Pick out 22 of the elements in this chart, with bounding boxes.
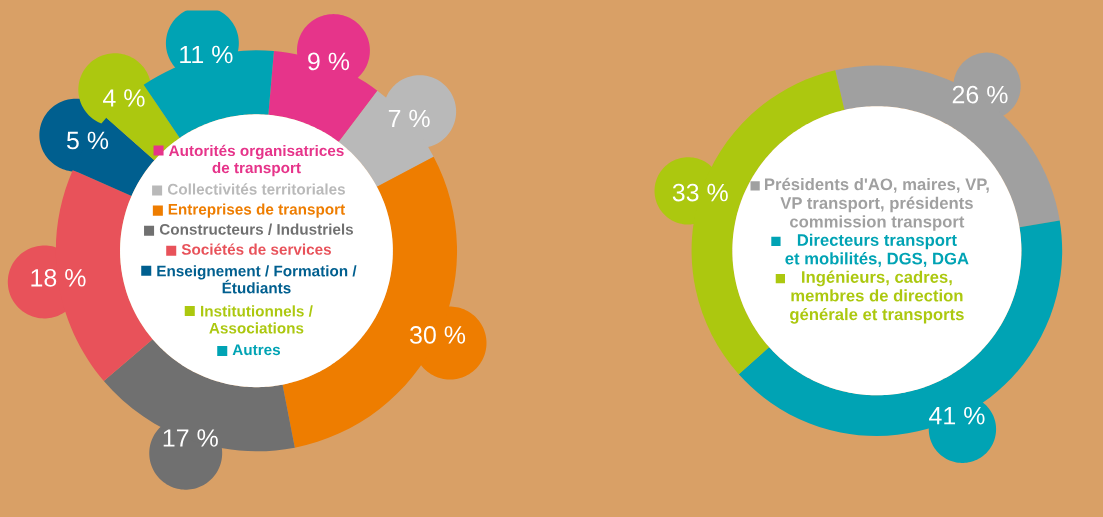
data-label: 5 %	[66, 131, 109, 150]
legend-label: Directeurs transport et mobilités, DGS, DGA	[785, 233, 969, 267]
legend-label: Autres	[232, 344, 281, 356]
legend-label: Constructeurs / Industriels	[159, 223, 354, 235]
legend-label: Entreprises de transport	[168, 203, 345, 218]
legend-label: Présidents d'AO, maires, VP, VP transport, présidents commission transport	[765, 177, 989, 231]
data-label: 17 %	[163, 429, 218, 447]
data-label: 41 %	[929, 406, 985, 425]
legend-label: Sociétés de services	[181, 243, 331, 255]
data-label: 11 %	[180, 45, 233, 64]
data-label: 7 %	[388, 109, 430, 128]
data-label: 9 %	[308, 52, 350, 71]
data-label: 26 %	[952, 85, 1008, 104]
legend-label: Institutionnels / Associations	[201, 305, 313, 334]
data-label: 30 %	[409, 326, 466, 344]
data-label: 4 %	[102, 89, 145, 107]
legend-label: Collectivités territoriales	[167, 183, 345, 195]
data-label: 33 %	[672, 183, 728, 202]
legend-label: Enseignement / Formation / Étudiants	[157, 265, 357, 294]
legend-label: Ingénieurs, cadres, membres de direction générale et transports	[790, 270, 964, 324]
data-label: 18 %	[31, 268, 86, 287]
legend-label: Autorités organisatrices de transport	[168, 144, 344, 177]
